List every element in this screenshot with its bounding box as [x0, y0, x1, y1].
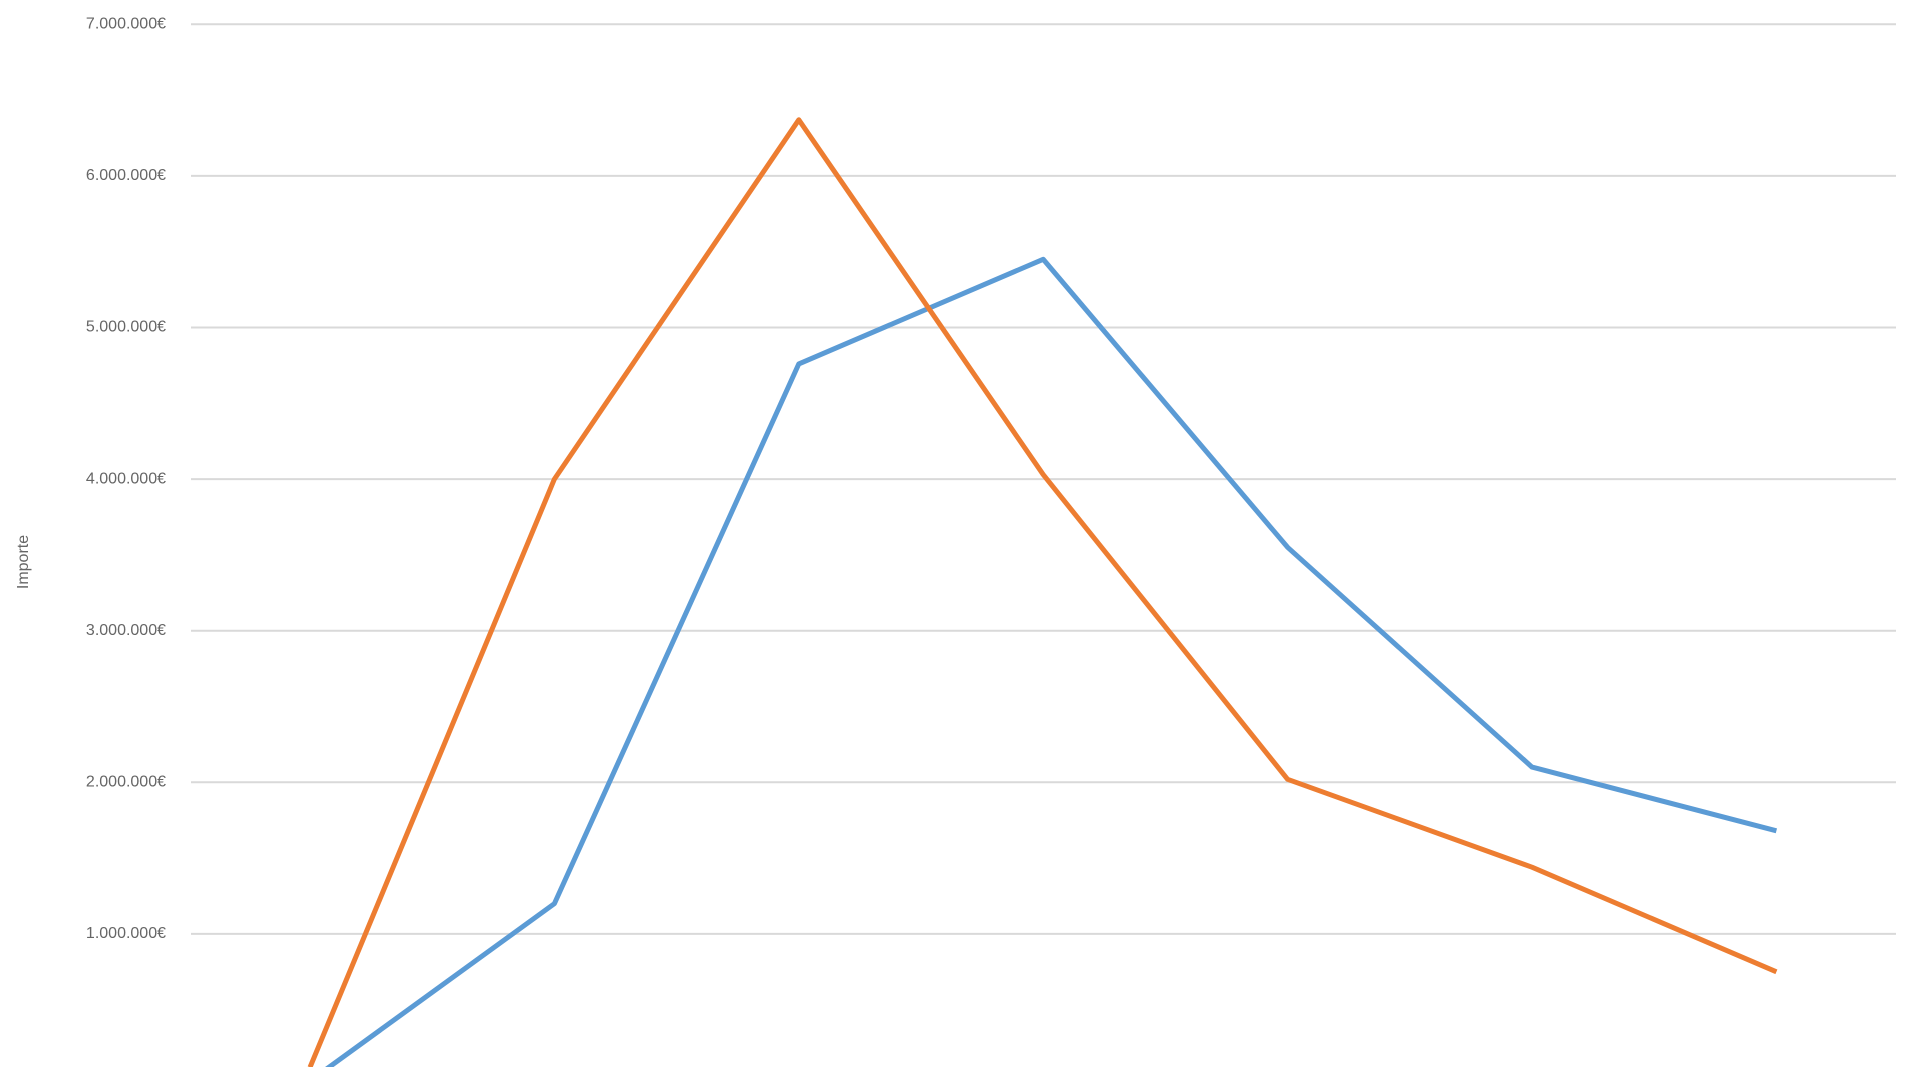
- y-tick-label: 3.000.000€: [86, 622, 166, 639]
- y-tick-label: 4.000.000€: [86, 470, 166, 487]
- y-tick-label: 6.000.000€: [86, 167, 166, 184]
- y-tick-label: 1.000.000€: [86, 925, 166, 942]
- y-axis-title: Importe: [15, 535, 32, 589]
- y-tick-label: 7.000.000€: [86, 16, 166, 33]
- y-tick-label: 5.000.000€: [86, 319, 166, 336]
- series-line: [325, 256, 1778, 1067]
- series-line: [307, 117, 1778, 1067]
- y-tick-label: 2.000.000€: [86, 774, 166, 791]
